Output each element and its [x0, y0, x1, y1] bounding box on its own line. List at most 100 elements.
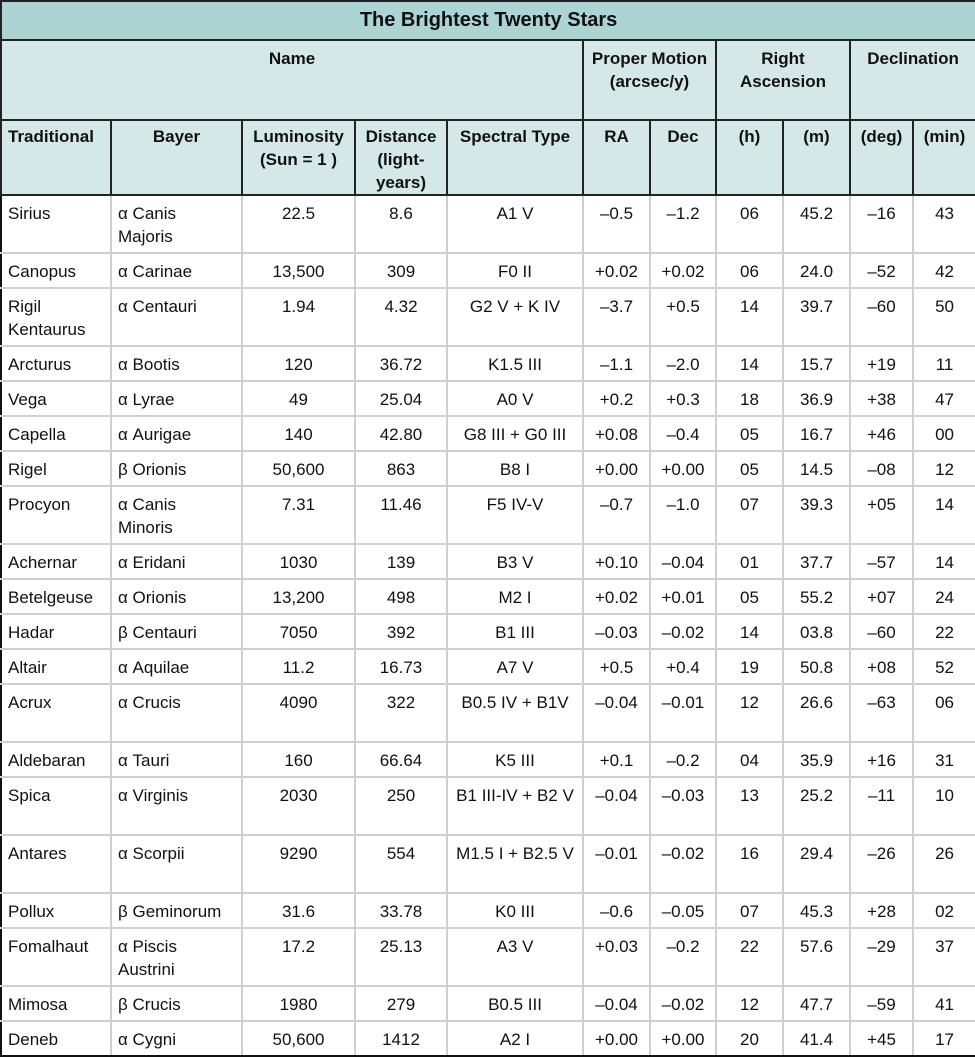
cell-spectral-type: B3 V [446, 543, 584, 580]
column-header-ra-m: (m) [782, 119, 851, 196]
cell-ra-m: 25.2 [782, 776, 851, 836]
table-row: Rigil Kentaurus α Centauri 1.94 4.32 G2 V + … [0, 287, 975, 347]
cell-bayer: α Centauri [110, 287, 243, 347]
cell-distance: 25.04 [354, 380, 448, 417]
cell-luminosity: 120 [241, 345, 356, 382]
cell-spectral-type: M1.5 I + B2.5 V [446, 834, 584, 894]
cell-dec-deg: +46 [849, 415, 914, 452]
cell-spectral-type: G2 V + K IV [446, 287, 584, 347]
cell-bayer: α Tauri [110, 741, 243, 778]
table-row: Acrux α Crucis 4090 322 B0.5 IV + B1V –0.04 –0… [0, 683, 975, 743]
cell-spectral-type: F0 II [446, 252, 584, 289]
column-header-pm-ra: RA [582, 119, 651, 196]
cell-traditional: Betelgeuse [0, 578, 112, 615]
cell-pm-dec: –0.4 [649, 415, 717, 452]
cell-dec-min: 14 [911, 543, 975, 580]
cell-pm-dec: –0.2 [649, 741, 717, 778]
cell-luminosity: 17.2 [241, 927, 356, 987]
table-row: Antares α Scorpii 9290 554 M1.5 I + B2.5 V –0… [0, 834, 975, 894]
cell-spectral-type: B1 III [446, 613, 584, 650]
cell-spectral-type: A2 I [446, 1020, 584, 1057]
cell-spectral-type: A0 V [446, 380, 584, 417]
group-header-right-ascension: Right Ascension [715, 39, 851, 121]
cell-distance: 322 [354, 683, 448, 743]
cell-distance: 250 [354, 776, 448, 836]
cell-dec-deg: –63 [849, 683, 914, 743]
cell-dec-deg: +19 [849, 345, 914, 382]
cell-dec-min: 31 [911, 741, 975, 778]
cell-ra-h: 05 [715, 450, 784, 487]
cell-ra-h: 05 [715, 578, 784, 615]
cell-ra-m: 29.4 [782, 834, 851, 894]
cell-dec-min: 11 [911, 345, 975, 382]
cell-dec-deg: –29 [849, 927, 914, 987]
cell-ra-m: 35.9 [782, 741, 851, 778]
cell-bayer: α Orionis [110, 578, 243, 615]
cell-spectral-type: B0.5 III [446, 985, 584, 1022]
cell-distance: 139 [354, 543, 448, 580]
cell-pm-ra: +0.1 [582, 741, 651, 778]
cell-pm-ra: –1.1 [582, 345, 651, 382]
cell-pm-ra: +0.10 [582, 543, 651, 580]
cell-distance: 554 [354, 834, 448, 894]
column-header-ra-h: (h) [715, 119, 784, 196]
cell-pm-ra: –0.04 [582, 985, 651, 1022]
cell-ra-m: 36.9 [782, 380, 851, 417]
cell-pm-ra: +0.2 [582, 380, 651, 417]
cell-distance: 1412 [354, 1020, 448, 1057]
table-row: Fomalhaut α Piscis Austrini 17.2 25.13 A3 V +… [0, 927, 975, 987]
table-row: Mimosa β Crucis 1980 279 B0.5 III –0.04 –0.02 1… [0, 985, 975, 1022]
cell-dec-min: 26 [911, 834, 975, 894]
cell-pm-dec: –2.0 [649, 345, 717, 382]
column-header-distance: Distance (light-years) [354, 119, 448, 196]
cell-pm-ra: –0.6 [582, 892, 651, 929]
table-body: Sirius α Canis Majoris 22.5 8.6 A1 V –0.5 –1.2… [0, 194, 975, 1057]
cell-spectral-type: F5 IV-V [446, 485, 584, 545]
cell-spectral-type: K0 III [446, 892, 584, 929]
cell-pm-dec: +0.4 [649, 648, 717, 685]
cell-bayer: β Geminorum [110, 892, 243, 929]
cell-ra-m: 03.8 [782, 613, 851, 650]
cell-dec-min: 52 [911, 648, 975, 685]
cell-dec-deg: +16 [849, 741, 914, 778]
cell-ra-h: 14 [715, 613, 784, 650]
cell-ra-h: 19 [715, 648, 784, 685]
cell-ra-m: 16.7 [782, 415, 851, 452]
cell-luminosity: 50,600 [241, 1020, 356, 1057]
column-header-traditional: Traditional [0, 119, 112, 196]
cell-ra-h: 16 [715, 834, 784, 894]
cell-pm-ra: –0.5 [582, 194, 651, 254]
cell-distance: 11.46 [354, 485, 448, 545]
cell-traditional: Sirius [0, 194, 112, 254]
cell-bayer: α Scorpii [110, 834, 243, 894]
cell-traditional: Achernar [0, 543, 112, 580]
cell-pm-dec: –1.2 [649, 194, 717, 254]
table-row: Spica α Virginis 2030 250 B1 III-IV + B2 V –0… [0, 776, 975, 836]
cell-luminosity: 13,500 [241, 252, 356, 289]
cell-luminosity: 1980 [241, 985, 356, 1022]
table-title: The Brightest Twenty Stars [0, 0, 975, 41]
table-row: Deneb α Cygni 50,600 1412 A2 I +0.00 +0.00 20 41… [0, 1020, 975, 1057]
cell-distance: 498 [354, 578, 448, 615]
cell-dec-deg: –08 [849, 450, 914, 487]
cell-ra-h: 14 [715, 345, 784, 382]
cell-distance: 36.72 [354, 345, 448, 382]
cell-ra-m: 15.7 [782, 345, 851, 382]
cell-luminosity: 140 [241, 415, 356, 452]
table-row: Achernar α Eridani 1030 139 B3 V +0.10 –0.04 01… [0, 543, 975, 580]
column-header-bayer: Bayer [110, 119, 243, 196]
cell-pm-dec: +0.02 [649, 252, 717, 289]
cell-ra-h: 12 [715, 683, 784, 743]
cell-ra-h: 04 [715, 741, 784, 778]
cell-luminosity: 13,200 [241, 578, 356, 615]
cell-dec-min: 43 [911, 194, 975, 254]
cell-dec-min: 17 [911, 1020, 975, 1057]
table-row: Aldebaran α Tauri 160 66.64 K5 III +0.1 –0.2 04… [0, 741, 975, 778]
cell-pm-dec: –0.02 [649, 834, 717, 894]
cell-pm-ra: +0.5 [582, 648, 651, 685]
cell-pm-dec: –0.03 [649, 776, 717, 836]
table-row: Altair α Aquilae 11.2 16.73 A7 V +0.5 +0.4 19 50… [0, 648, 975, 685]
cell-traditional: Fomalhaut [0, 927, 112, 987]
cell-ra-h: 07 [715, 485, 784, 545]
cell-luminosity: 4090 [241, 683, 356, 743]
